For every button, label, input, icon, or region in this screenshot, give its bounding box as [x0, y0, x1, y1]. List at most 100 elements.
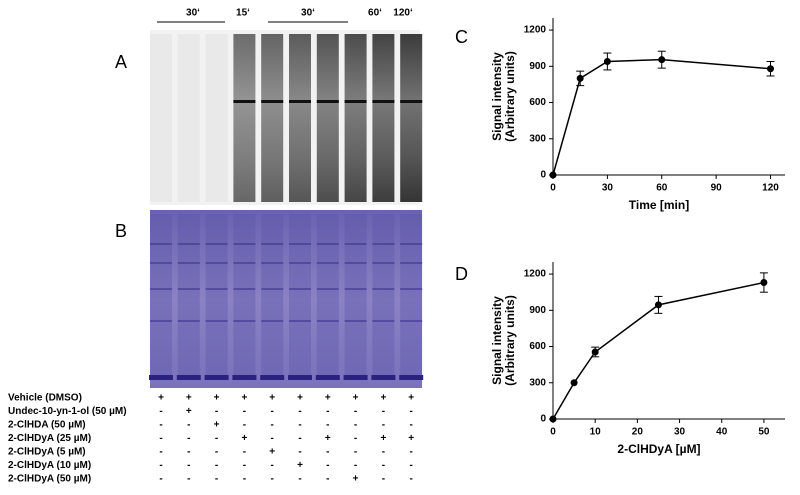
lane-symbol: -	[326, 420, 329, 431]
band	[177, 243, 200, 245]
band	[316, 100, 339, 103]
lane-symbol: +	[269, 447, 275, 458]
lane-symbol: +	[353, 393, 359, 404]
line	[552, 58, 771, 176]
lane-symbol: +	[158, 393, 164, 404]
band	[289, 100, 311, 103]
band	[150, 243, 172, 245]
lane	[289, 34, 311, 202]
lane-symbol: -	[271, 406, 274, 417]
lane-symbol: +	[325, 393, 331, 404]
band	[260, 375, 285, 380]
point	[549, 171, 557, 179]
lane-symbol: -	[271, 460, 274, 471]
lane-symbol: -	[354, 460, 357, 471]
lane-symbol: -	[298, 433, 301, 444]
panel-label: D	[455, 264, 468, 284]
band	[150, 320, 172, 322]
condition-label: 2-ClHDyA (10 µM)	[8, 460, 91, 471]
lane-symbol: -	[354, 447, 357, 458]
lane	[177, 214, 200, 376]
band	[372, 100, 395, 103]
lane-symbol: +	[241, 393, 247, 404]
y-axis-label: Signal intensity	[490, 52, 504, 141]
y-axis-label: (Arbitrary units)	[503, 295, 517, 386]
panel-label: C	[455, 27, 468, 47]
condition-label: 2-ClHDA (50 µM)	[8, 420, 86, 431]
band	[400, 320, 423, 322]
lane-symbol: -	[187, 447, 190, 458]
lane-symbol: +	[186, 393, 192, 404]
y-tick-label: 600	[529, 341, 546, 352]
lane-symbol: -	[298, 406, 301, 417]
lane-symbol: -	[410, 420, 413, 431]
band	[177, 288, 200, 290]
panel-label: A	[115, 52, 127, 72]
lane-symbol: +	[241, 433, 247, 444]
lane	[400, 214, 423, 376]
band	[400, 262, 423, 264]
lane-symbol: -	[159, 447, 162, 458]
band	[289, 288, 311, 290]
time-label: 120‘	[393, 8, 413, 19]
lane	[150, 214, 172, 376]
lane-symbol: -	[271, 474, 274, 485]
lane-symbol: +	[297, 393, 303, 404]
lane-symbol: -	[382, 420, 385, 431]
band	[315, 375, 340, 380]
lane-symbol: -	[243, 447, 246, 458]
lane-symbol: -	[326, 474, 329, 485]
point	[654, 301, 662, 309]
band	[344, 243, 367, 245]
gel-b	[150, 210, 422, 388]
band	[372, 243, 395, 245]
lane-symbol: -	[354, 406, 357, 417]
band	[233, 100, 256, 103]
x-axis-label: Time [min]	[629, 198, 689, 212]
lane-symbol: -	[243, 420, 246, 431]
lane-symbol: +	[269, 393, 275, 404]
band	[289, 262, 311, 264]
x-tick-label: 10	[590, 427, 602, 438]
time-label: 60‘	[368, 8, 382, 19]
lane-symbol: -	[215, 406, 218, 417]
y-tick-label: 300	[529, 133, 546, 144]
lane-symbol: +	[408, 433, 414, 444]
condition-label: 2-ClHDyA (50 µM)	[8, 474, 91, 485]
lane-symbol: -	[298, 474, 301, 485]
lane-symbol: -	[187, 420, 190, 431]
band	[261, 320, 284, 322]
band	[261, 262, 284, 264]
lane-symbol: -	[187, 460, 190, 471]
x-tick-label: 0	[550, 427, 556, 438]
band	[316, 262, 339, 264]
lane-symbol: -	[326, 447, 329, 458]
lane-symbol: -	[159, 406, 162, 417]
lane	[205, 214, 228, 376]
y-axis-label: Signal intensity	[490, 296, 504, 385]
lane-symbol: -	[410, 460, 413, 471]
lane-symbol: -	[298, 447, 301, 458]
y-tick-label: 900	[529, 61, 546, 72]
lane-symbol: -	[410, 474, 413, 485]
band	[372, 320, 395, 322]
lane	[316, 214, 339, 376]
lane-symbol: -	[382, 474, 385, 485]
lane-symbol: -	[271, 433, 274, 444]
y-tick-label: 300	[529, 377, 546, 388]
band	[400, 100, 423, 103]
lane-symbol: -	[410, 406, 413, 417]
lane-symbol: -	[326, 460, 329, 471]
y-tick-label: 1200	[524, 25, 547, 36]
panel-label: B	[115, 221, 127, 241]
x-axis-label: 2-ClHDyA [µM]	[617, 442, 700, 456]
lane-symbol: -	[187, 474, 190, 485]
lane-symbol: +	[353, 474, 359, 485]
band	[288, 375, 312, 380]
band	[400, 243, 423, 245]
lane-symbol: +	[186, 406, 192, 417]
point	[576, 74, 584, 82]
band	[399, 375, 424, 380]
lane-symbol: -	[410, 447, 413, 458]
y-tick-label: 1200	[524, 269, 547, 280]
